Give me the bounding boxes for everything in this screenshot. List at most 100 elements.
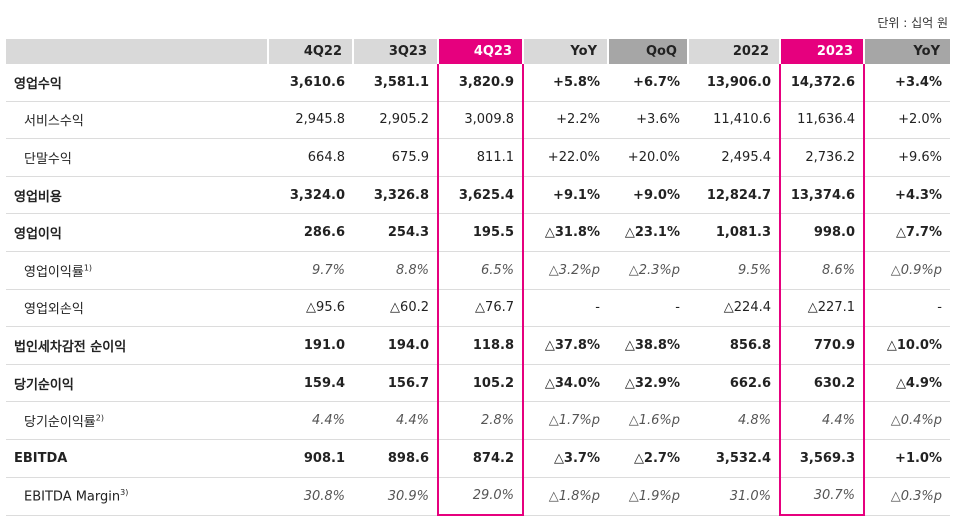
- row-label-text: 법인세차감전 순이익: [14, 339, 127, 355]
- table-row: 단말수익 664.8 675.9 811.1 +22.0% +20.0% 2,495.4 2,…: [6, 138, 950, 177]
- table-cell: 191.0: [268, 326, 353, 365]
- table-cell: 29.0%: [437, 477, 524, 516]
- table-cell: 908.1: [268, 439, 353, 478]
- table-row: 서비스수익 2,945.8 2,905.2 3,009.8 +2.2% +3.6% 11,4…: [6, 101, 950, 140]
- table-cell: 195.5: [437, 213, 524, 252]
- table-cell: △32.9%: [608, 364, 688, 403]
- table-cell: 662.6: [688, 364, 780, 403]
- header-yoy-annual: YoY: [863, 39, 950, 64]
- table-cell: +9.6%: [864, 138, 950, 177]
- table-cell: 8.8%: [353, 251, 438, 290]
- row-label: 영업이익률1): [6, 251, 268, 290]
- table-cell: 286.6: [268, 213, 353, 252]
- row-label: 서비스수익: [6, 101, 268, 140]
- table-cell: △10.0%: [864, 326, 950, 365]
- row-label: 당기순이익: [6, 364, 268, 403]
- table-cell: 1,081.3: [688, 213, 780, 252]
- header-3q23: 3Q23: [352, 39, 438, 64]
- table-cell: +2.2%: [523, 101, 608, 140]
- table-cell: 2,495.4: [688, 138, 780, 177]
- table-cell: 3,569.3: [779, 439, 865, 478]
- unit-label: 단위 : 십억 원: [877, 16, 948, 30]
- table-cell: △1.7%p: [523, 401, 608, 440]
- table-row: 영업외손익 △95.6 △60.2 △76.7- - △224.4 △227.1-: [6, 289, 950, 328]
- table-cell: △7.7%: [864, 213, 950, 252]
- header-4q22: 4Q22: [267, 39, 353, 64]
- table-cell: △0.3%p: [864, 477, 950, 516]
- table-cell: -: [864, 289, 950, 328]
- row-label-text: EBITDA Margin: [24, 489, 121, 505]
- footnote-mark: 2): [95, 413, 104, 423]
- table-cell: 4.4%: [268, 401, 353, 440]
- table-cell: △0.4%p: [864, 401, 950, 440]
- table-row: EBITDA Margin3) 30.8% 30.9% 29.0% △1.8%p △1.9…: [6, 477, 950, 516]
- row-label: 법인세차감전 순이익: [6, 326, 268, 365]
- table-cell: 156.7: [353, 364, 438, 403]
- header-4q23: 4Q23: [437, 39, 523, 64]
- table-cell: 3,581.1: [353, 64, 438, 102]
- table-cell: △3.2%p: [523, 251, 608, 290]
- table-cell: △23.1%: [608, 213, 688, 252]
- row-label-text: 영업이익: [14, 227, 62, 243]
- table-cell: △2.3%p: [608, 251, 688, 290]
- financial-table: 4Q22 3Q23 4Q23 YoY QoQ 2022 2023 YoY 영업수…: [6, 39, 950, 516]
- header-label: [6, 39, 268, 64]
- table-cell: 31.0%: [688, 477, 780, 516]
- table-row: 당기순이익률2) 4.4% 4.4% 2.8% △1.7%p △1.6%p 4.8% 4.4%…: [6, 401, 950, 440]
- table-cell: 2.8%: [437, 401, 524, 440]
- table-row: 영업이익 286.6 254.3 195.5 △31.8% △23.1% 1,081.3 99…: [6, 213, 950, 252]
- table-cell: 11,636.4: [779, 101, 865, 140]
- table-cell: 30.7%: [779, 477, 865, 516]
- row-label-text: 단말수익: [24, 151, 72, 167]
- table-cell: △4.9%: [864, 364, 950, 403]
- table-cell: -: [608, 289, 688, 328]
- table-cell: 30.9%: [353, 477, 438, 516]
- table-cell: +22.0%: [523, 138, 608, 177]
- table-cell: +2.0%: [864, 101, 950, 140]
- table-cell: 874.2: [437, 439, 524, 478]
- table-cell: △38.8%: [608, 326, 688, 365]
- header-yoy-quarter: YoY: [522, 39, 608, 64]
- table-cell: △95.6: [268, 289, 353, 328]
- row-label: 영업수익: [6, 64, 268, 102]
- table-cell: +4.3%: [864, 176, 950, 215]
- table-cell: △2.7%: [608, 439, 688, 478]
- table-cell: 2,736.2: [779, 138, 865, 177]
- table-cell: 13,374.6: [779, 176, 865, 215]
- table-cell: △37.8%: [523, 326, 608, 365]
- table-row: 영업비용 3,324.0 3,326.8 3,625.4 +9.1% +9.0% 12,82…: [6, 176, 950, 215]
- table-row: 당기순이익 159.4 156.7 105.2 △34.0% △32.9% 662.6 630…: [6, 364, 950, 403]
- table-cell: 9.5%: [688, 251, 780, 290]
- table-cell: +20.0%: [608, 138, 688, 177]
- table-cell: 998.0: [779, 213, 865, 252]
- row-label: 영업비용: [6, 176, 268, 215]
- row-label-text: 영업외손익: [24, 302, 84, 318]
- table-cell: 664.8: [268, 138, 353, 177]
- row-label-text: 영업비용: [14, 189, 62, 205]
- table-row: EBITDA 908.1 898.6 874.2 △3.7% △2.7% 3,532.4 3,…: [6, 439, 950, 478]
- table-cell: 630.2: [779, 364, 865, 403]
- table-cell: 6.5%: [437, 251, 524, 290]
- table-cell: +3.6%: [608, 101, 688, 140]
- table-row: 법인세차감전 순이익 191.0 194.0 118.8 △37.8% △38.8% 856…: [6, 326, 950, 365]
- table-cell: 159.4: [268, 364, 353, 403]
- row-label: 단말수익: [6, 138, 268, 177]
- table-cell: 2,945.8: [268, 101, 353, 140]
- row-label-text: 영업수익: [14, 76, 62, 92]
- table-cell: 898.6: [353, 439, 438, 478]
- table-cell: 14,372.6: [779, 64, 865, 102]
- table-cell: 3,625.4: [437, 176, 524, 215]
- table-cell: +9.0%: [608, 176, 688, 215]
- table-cell: 770.9: [779, 326, 865, 365]
- table-cell: 811.1: [437, 138, 524, 177]
- table-cell: 105.2: [437, 364, 524, 403]
- table-cell: 12,824.7: [688, 176, 780, 215]
- table-cell: △0.9%p: [864, 251, 950, 290]
- row-label-text: 당기순이익: [14, 377, 74, 393]
- table-cell: △34.0%: [523, 364, 608, 403]
- table-cell: △76.7: [437, 289, 524, 328]
- table-cell: 4.4%: [779, 401, 865, 440]
- footnote-mark: 1): [83, 263, 93, 273]
- row-label-text: 서비스수익: [24, 114, 84, 130]
- row-label: 영업외손익: [6, 289, 268, 328]
